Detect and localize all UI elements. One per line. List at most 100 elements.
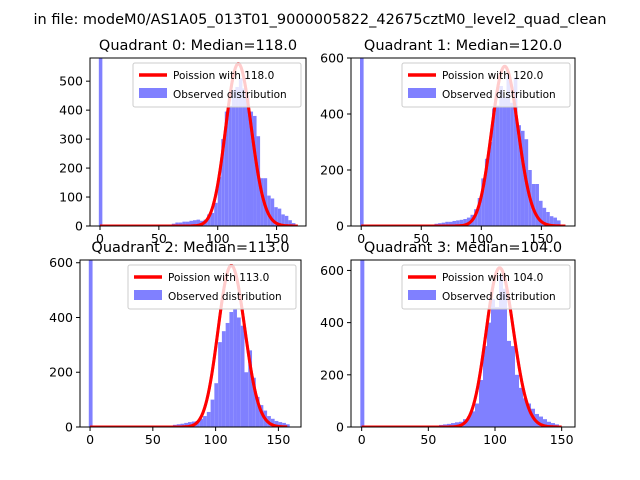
y-tick-label: 200 [59,161,83,176]
legend-label-observed: Observed distribution [173,89,287,101]
histogram-bar [285,424,290,427]
histogram-bar [260,178,264,226]
y-tick-label: 600 [49,255,73,270]
histogram-bar [242,88,246,226]
histogram-bar [240,325,245,427]
y-tick-label: 600 [320,263,344,278]
histogram-bar [551,423,555,427]
plot-area [98,58,299,226]
histogram-bar [511,346,515,427]
histogram-bar [360,260,365,427]
histogram-bar [252,377,256,427]
subplot-title: Quadrant 2: Median=113.0 [91,240,289,256]
legend: Poission with 120.0 Observed distribution [401,62,571,108]
histogram-bar [519,387,523,427]
x-tick-label: 100 [206,231,230,246]
legend-label-poisson: Poission with 118.0 [173,70,274,82]
histogram-bar [255,396,260,427]
histogram-bar [228,105,232,226]
subplot-title: Quadrant 1: Median=120.0 [364,38,562,54]
legend-box [401,264,571,310]
histogram-bar [549,216,554,226]
histogram-bar [499,86,503,226]
x-tick-label: 100 [469,231,493,246]
histogram-bar [455,422,459,427]
x-tick-label: 0 [86,432,94,447]
histogram-bar [520,130,525,226]
histogram-bar [495,105,500,226]
histogram-bar [199,418,204,427]
legend-swatch-histogram [134,290,162,300]
histogram-bar [488,142,493,226]
histogram-bar [506,74,511,226]
histogram-bar [221,139,225,226]
histogram-bar [225,322,230,427]
y-tick-label: 400 [59,103,83,118]
histogram-bar [229,312,234,427]
histogram-bar [270,198,275,226]
x-tick-label: 50 [413,231,429,246]
histogram-bar [236,317,241,427]
histogram-bar [481,178,485,226]
y-tick-label: 400 [320,315,344,330]
legend-label-poisson: Poission with 120.0 [442,70,543,82]
poisson-curve-solid [360,64,566,226]
x-tick-label: 150 [266,432,290,447]
histogram-bar [178,222,183,226]
histogram-bar [187,422,192,427]
y-tick-label: 100 [59,190,83,205]
histogram-bar [495,306,499,427]
histogram-bar [459,219,464,226]
histogram-bar [288,220,292,226]
histogram-bar [175,222,179,226]
histogram-bar [248,350,253,427]
x-tick-label: 150 [550,432,574,447]
histogram-bar [88,260,93,427]
histogram-bar [452,220,457,226]
axes-frame [89,57,307,227]
axes-frame [350,57,576,227]
histogram-bar [477,198,482,226]
subplot-title: Quadrant 3: Median=104.0 [364,240,562,256]
histogram-bar [98,58,103,226]
histogram-bar [184,422,188,427]
histogram-bar [231,89,236,226]
histogram-bar [474,209,478,226]
histogram-bar [538,200,543,226]
histogram-bar [556,220,561,226]
histogram-bar [539,416,543,427]
histogram-bar [543,419,547,427]
plot-area [360,58,566,226]
histogram-bar [259,405,264,427]
histogram-bar [492,108,496,226]
histogram-bar [517,125,521,226]
plot-area [88,260,290,427]
histogram-bar [244,372,249,427]
y-tick-label: 0 [336,219,344,234]
subplot-3: 0 50 100 150 0 200 400 600 Quadrant 3: Median=10… [320,240,576,447]
legend-swatch-histogram [139,88,167,98]
legend-label-poisson: Poission with 104.0 [442,272,543,284]
figure-suptitle: in file: modeM0/AS1A05_013T01_9000005822… [34,12,607,28]
histogram-bar [270,418,275,427]
histogram-bar [203,416,207,427]
x-tick-label: 0 [357,231,365,246]
histogram-bar [238,78,243,226]
legend-box [127,264,297,310]
histogram-bar [185,221,190,226]
axes-frame [79,259,302,428]
histogram-bar [503,288,507,427]
histogram-bar [267,195,271,226]
y-tick-label: 200 [320,163,344,178]
histogram-bar [491,299,495,427]
histogram-bar [192,220,197,226]
y-tick-label: 0 [75,219,83,234]
legend-swatch-histogram [408,88,436,98]
histogram-bar [542,207,547,226]
histogram-bar [445,221,449,226]
histogram-bar [218,342,222,427]
histogram-bar [278,422,283,427]
x-tick-label: 100 [204,432,228,447]
histogram-bar [233,309,237,427]
x-tick-label: 150 [265,231,289,246]
